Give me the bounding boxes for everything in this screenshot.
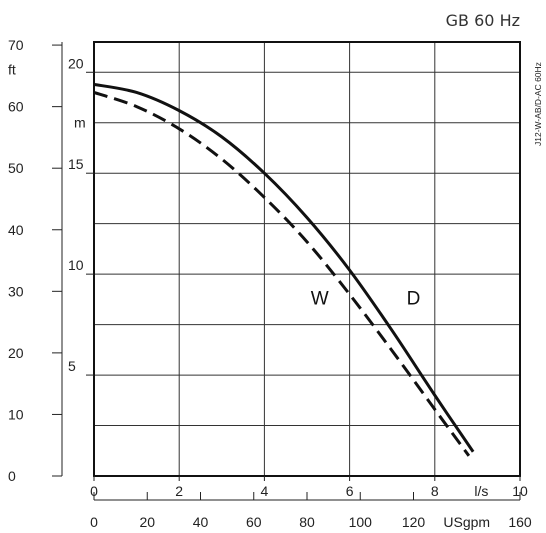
usgpm-tick-label: 60 xyxy=(246,514,262,530)
ft-tick-label: 30 xyxy=(8,283,24,299)
m-tick-label: 15 xyxy=(68,156,84,172)
ls-tick-label: 0 xyxy=(90,483,98,499)
usgpm-tick-label: 100 xyxy=(349,514,373,530)
usgpm-unit-label: USgpm xyxy=(443,514,490,530)
usgpm-tick-label: 40 xyxy=(193,514,209,530)
m-unit-label: m xyxy=(74,115,86,131)
plot-frame xyxy=(93,41,521,477)
m-tick-label: 5 xyxy=(68,358,76,374)
ft-tick-label: 60 xyxy=(8,99,24,115)
ft-tick-label: 10 xyxy=(8,406,24,422)
ls-tick-label: 2 xyxy=(175,483,183,499)
performance-curves xyxy=(93,82,475,457)
m-tick-label: 10 xyxy=(68,257,84,273)
usgpm-tick-label: 120 xyxy=(402,514,426,530)
series-line-d xyxy=(93,82,475,453)
ls-tick-label: 10 xyxy=(512,483,528,499)
series-label-w: W xyxy=(311,288,329,309)
ls-unit-label: l/s xyxy=(474,483,488,499)
ft-tick-label: 70 xyxy=(8,37,24,53)
usgpm-tick-label: 0 xyxy=(90,514,98,530)
usgpm-tick-label: 80 xyxy=(299,514,315,530)
series-labels: DW xyxy=(311,288,421,309)
series-line-w xyxy=(93,91,471,457)
chart-header: GB 60 Hz xyxy=(446,11,520,30)
ls-tick-label: 6 xyxy=(346,483,354,499)
ls-tick-label: 4 xyxy=(261,483,269,499)
m-tick-label: 20 xyxy=(68,55,84,71)
grid-lines xyxy=(94,42,520,476)
ft-unit-label: ft xyxy=(8,62,16,78)
series-label-d: D xyxy=(407,288,421,309)
model-side-label: J12-W-AB/D-AC 60Hz xyxy=(533,62,543,146)
ft-tick-label: 0 xyxy=(8,468,16,484)
ls-tick-label: 8 xyxy=(431,483,439,499)
usgpm-tick-label: 20 xyxy=(139,514,155,530)
usgpm-tick-label: 160 xyxy=(508,514,532,530)
ft-tick-label: 40 xyxy=(8,222,24,238)
ft-tick-label: 50 xyxy=(8,160,24,176)
ft-tick-label: 20 xyxy=(8,345,24,361)
axes xyxy=(52,41,521,501)
tick-labels: 0 10 20 30 40 50 60 70 ft 5 10 15 20 m 0 2 4 6 8 10 l/s 0 20 40… xyxy=(8,37,532,530)
